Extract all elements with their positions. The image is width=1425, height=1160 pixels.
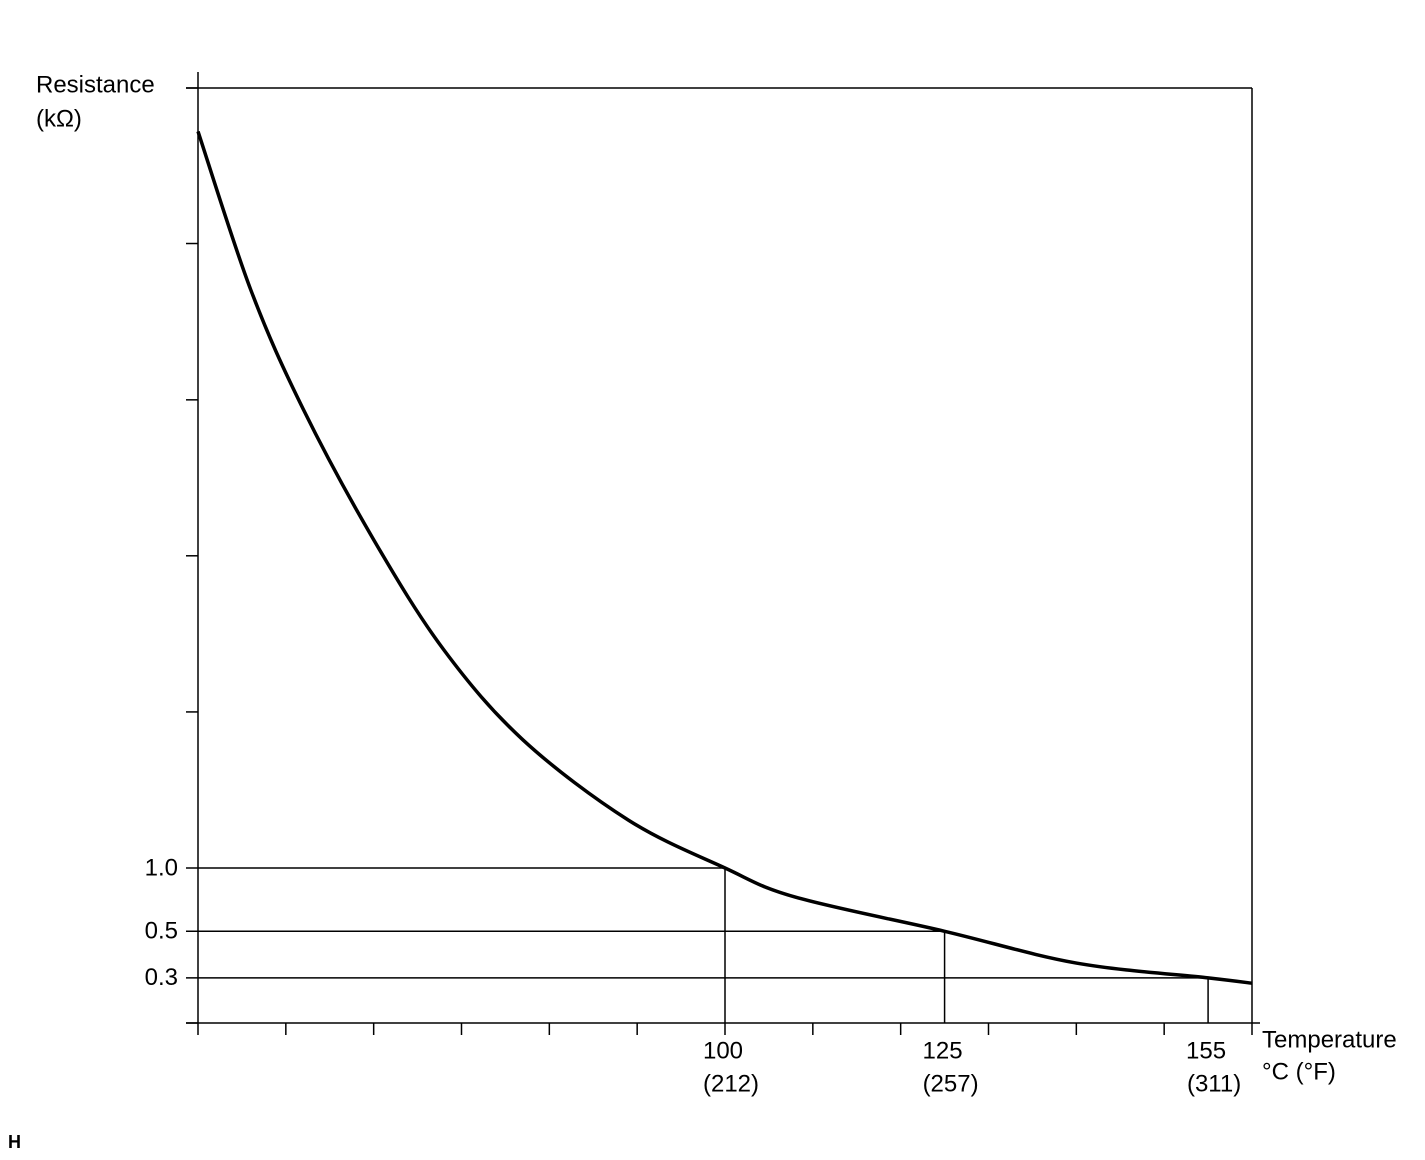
corner-mark: H (8, 1132, 21, 1152)
y-value-label: 1.0 (145, 854, 178, 881)
x-value-label-f: (257) (923, 1070, 979, 1097)
x-value-label: 100 (703, 1037, 743, 1064)
x-value-label-f: (212) (703, 1070, 759, 1097)
y-value-label: 0.3 (145, 964, 178, 991)
y-axis-label: (kΩ) (36, 105, 82, 132)
y-value-label: 0.5 (145, 918, 178, 945)
x-value-label-f: (311) (1187, 1070, 1241, 1097)
x-value-label: 155 (1186, 1037, 1226, 1064)
y-axis-label: Resistance (36, 71, 155, 98)
curve (196, 130, 1253, 985)
x-axis-label: Temperature (1262, 1026, 1397, 1053)
x-axis-label: °C (°F) (1262, 1058, 1336, 1085)
x-value-label: 125 (923, 1037, 963, 1064)
